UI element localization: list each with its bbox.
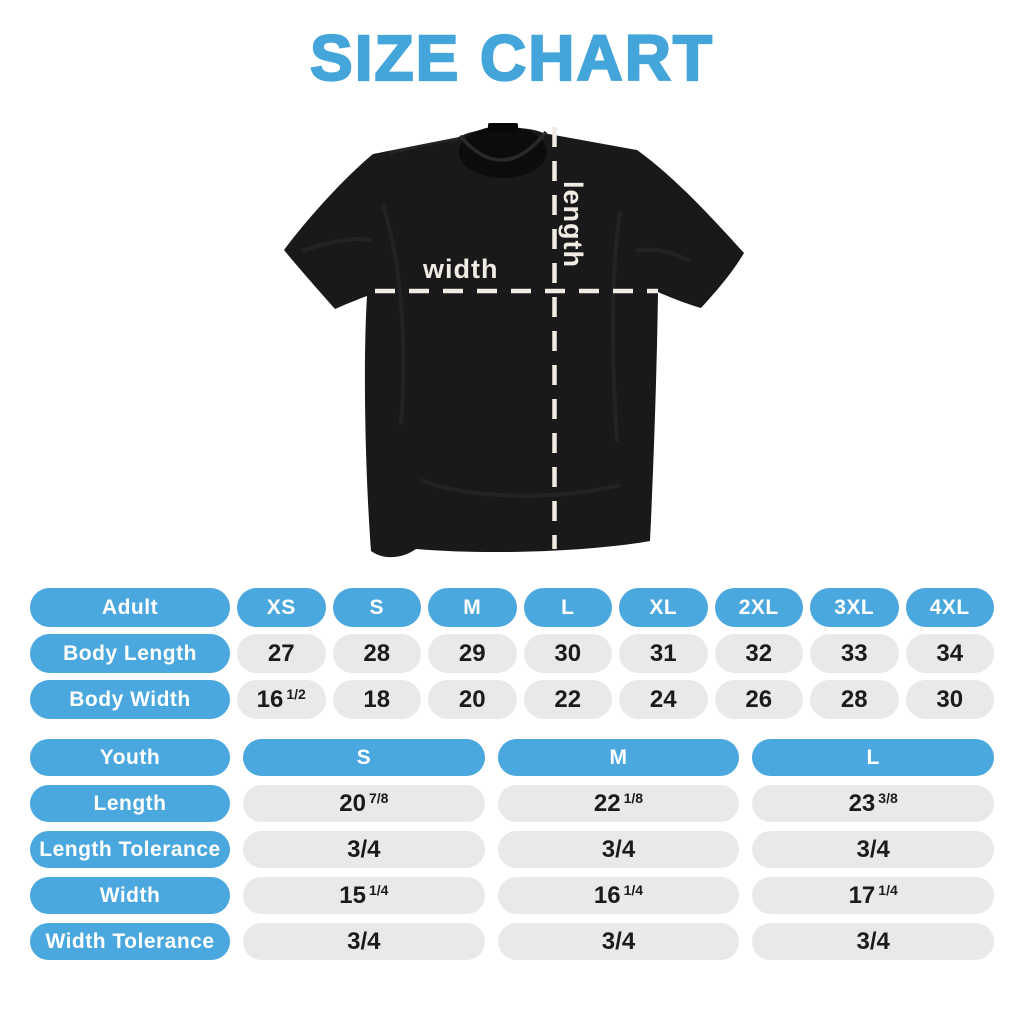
value-pill: 3/4 bbox=[497, 923, 740, 960]
value-pill: 30 bbox=[523, 634, 612, 673]
value-pill: 3/4 bbox=[243, 923, 485, 960]
youth-header-row: Youth S M L bbox=[30, 739, 994, 776]
tshirt-body bbox=[284, 127, 744, 558]
width-label: width bbox=[423, 254, 499, 284]
value-pill: 32 bbox=[714, 634, 803, 673]
adult-size-header: 2XL bbox=[714, 588, 803, 627]
value-pill: 3/4 bbox=[497, 831, 740, 868]
value-pill: 34 bbox=[905, 634, 994, 673]
value-pill: 23 3/8 bbox=[752, 785, 994, 822]
value-pill: 15 1/4 bbox=[243, 877, 485, 914]
youth-size-table: Youth S M L Length 20 7/8 22 1/8 23 3/8 Len… bbox=[30, 739, 994, 969]
youth-size-header: L bbox=[752, 739, 994, 776]
youth-size-header: M bbox=[497, 739, 740, 776]
tshirt-illustration bbox=[284, 123, 744, 558]
adult-header-row: Adult XS S M L XL 2XL 3XL 4XL bbox=[30, 588, 994, 627]
value-pill: 20 7/8 bbox=[243, 785, 485, 822]
value-pill: 31 bbox=[619, 634, 708, 673]
tshirt-neck-tag bbox=[488, 123, 518, 132]
row-label-pill: Length Tolerance bbox=[30, 831, 230, 868]
youth-length-tolerance-row: Length Tolerance 3/4 3/4 3/4 bbox=[30, 831, 994, 868]
tshirt-collar-rim bbox=[458, 130, 548, 162]
row-label-pill: Body Length bbox=[30, 634, 230, 673]
value-pill: 24 bbox=[619, 680, 708, 719]
adult-size-header: XL bbox=[619, 588, 708, 627]
youth-size-header: S bbox=[243, 739, 485, 776]
value-pill: 33 bbox=[810, 634, 899, 673]
tshirt-neck-opening bbox=[459, 126, 547, 178]
row-label-pill: Width Tolerance bbox=[30, 923, 230, 960]
value-pill: 17 1/4 bbox=[752, 877, 994, 914]
adult-size-header: XS bbox=[237, 588, 326, 627]
youth-width-row: Width 15 1/4 16 1/4 17 1/4 bbox=[30, 877, 994, 914]
value-pill: 3/4 bbox=[752, 831, 994, 868]
row-label-pill: Width bbox=[30, 877, 230, 914]
row-label-pill: Body Width bbox=[30, 680, 230, 719]
value-pill: 28 bbox=[810, 680, 899, 719]
value-pill: 28 bbox=[332, 634, 421, 673]
adult-body-length-row: Body Length 27 28 29 30 31 32 33 34 bbox=[30, 634, 994, 673]
value-pill: 22 1/8 bbox=[497, 785, 740, 822]
adult-size-header: 3XL bbox=[810, 588, 899, 627]
row-label-pill: Length bbox=[30, 785, 230, 822]
length-label: length bbox=[558, 181, 588, 268]
value-pill: 16 1/4 bbox=[497, 877, 740, 914]
youth-table-title-pill: Youth bbox=[30, 739, 230, 776]
tshirt-wrinkles bbox=[301, 137, 691, 498]
adult-table-title-pill: Adult bbox=[30, 588, 230, 627]
youth-length-row: Length 20 7/8 22 1/8 23 3/8 bbox=[30, 785, 994, 822]
value-pill: 22 bbox=[523, 680, 612, 719]
page-title: SIZE CHART bbox=[309, 22, 714, 94]
value-pill: 20 bbox=[428, 680, 517, 719]
value-pill: 29 bbox=[428, 634, 517, 673]
adult-size-table: Adult XS S M L XL 2XL 3XL 4XL Body Lengt… bbox=[30, 588, 994, 726]
adult-size-header: S bbox=[332, 588, 421, 627]
youth-width-tolerance-row: Width Tolerance 3/4 3/4 3/4 bbox=[30, 923, 994, 960]
adult-size-header: 4XL bbox=[905, 588, 994, 627]
value-pill: 30 bbox=[905, 680, 994, 719]
value-pill: 18 bbox=[332, 680, 421, 719]
value-pill: 3/4 bbox=[752, 923, 994, 960]
adult-size-header: L bbox=[523, 588, 612, 627]
value-pill: 27 bbox=[237, 634, 326, 673]
value-pill: 16 1/2 bbox=[237, 680, 326, 719]
adult-body-width-row: Body Width 16 1/2 18 20 22 24 26 28 30 bbox=[30, 680, 994, 719]
value-pill: 3/4 bbox=[243, 831, 485, 868]
adult-size-header: M bbox=[428, 588, 517, 627]
value-pill: 26 bbox=[714, 680, 803, 719]
